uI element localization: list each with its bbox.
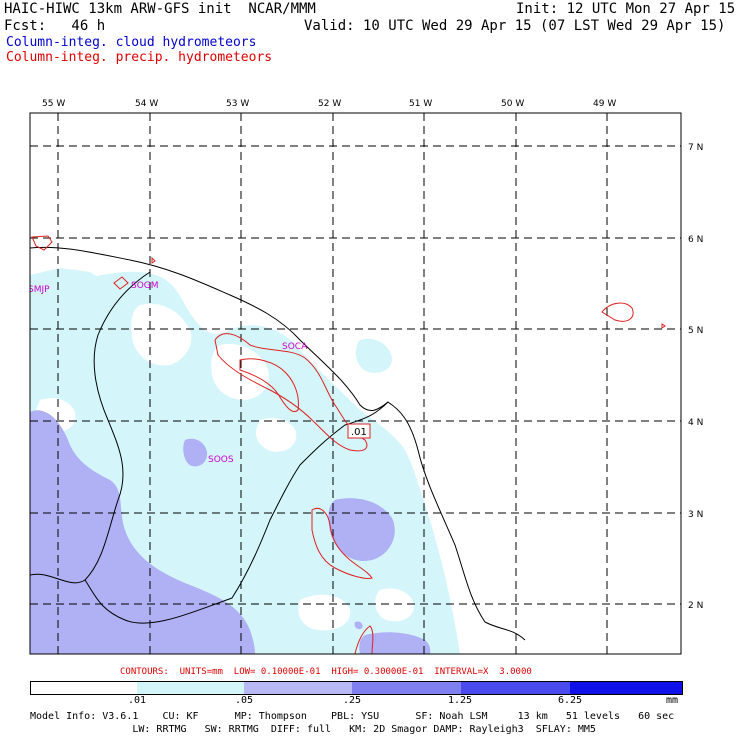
lon-label: 52 W — [318, 99, 341, 109]
lon-label: 49 W — [593, 99, 616, 109]
colorbar-segment — [570, 682, 682, 694]
precip-contours — [31, 235, 666, 654]
lat-label: 4 N — [688, 418, 703, 428]
forecast-hour: Fcst: 46 h — [4, 18, 106, 34]
contour-value-label: .01 — [347, 423, 371, 439]
colorbar-segment — [244, 682, 352, 694]
colorbar-tick: 1.25 — [448, 695, 473, 706]
lat-label: 7 N — [688, 143, 703, 153]
coastline-borders — [30, 246, 526, 641]
lon-label: 50 W — [501, 99, 524, 109]
lat-label: 3 N — [688, 510, 703, 520]
graticule — [30, 113, 681, 654]
colorbar-segment — [461, 682, 570, 694]
lat-label: 6 N — [688, 235, 703, 245]
latitude-labels: 7 N 6 N 5 N 4 N 3 N 2 N — [688, 143, 703, 611]
lat-label: 5 N — [688, 326, 703, 336]
colorbar-segment — [352, 682, 461, 694]
lon-label: 54 W — [135, 99, 158, 109]
colorbar — [30, 681, 683, 695]
colorbar-tick: .05 — [235, 695, 254, 706]
colorbar-tick: 6.25 — [558, 695, 583, 706]
map-frame — [29, 112, 682, 655]
init-time: Init: 12 UTC Mon 27 Apr 15 — [516, 1, 736, 17]
legend-precip-hydrometeors: Column-integ. precip. hydrometeors — [6, 50, 273, 65]
longitude-labels: 55 W 54 W 53 W 52 W 51 W 50 W 49 W — [42, 99, 616, 109]
colorbar-segment — [31, 682, 137, 694]
lat-label: 2 N — [688, 601, 703, 611]
contours-info: CONTOURS: UNITS=mm LOW= 0.10000E-01 HIGH… — [120, 667, 532, 677]
model-info-line2: LW: RRTMG SW: RRTMG DIFF: full KM: 2D Sm… — [30, 724, 596, 735]
colorbar-unit: mm — [666, 695, 679, 706]
station-labels: SMJP SOGM SOCA SOOS — [28, 281, 308, 465]
model-title: HAIC-HIWC 13km ARW-GFS init NCAR/MMM — [4, 1, 316, 17]
valid-time: Valid: 10 UTC Wed 29 Apr 15 (07 LST Wed … — [304, 18, 726, 34]
station-label-soca: SOCA — [282, 342, 308, 352]
colorbar-tick: .01 — [128, 695, 147, 706]
contour-value-text: .01 — [351, 427, 367, 438]
cloud-field-medium — [30, 410, 431, 654]
lon-label: 55 W — [42, 99, 65, 109]
colorbar-tick: .25 — [343, 695, 362, 706]
legend-cloud-hydrometeors: Column-integ. cloud hydrometeors — [6, 35, 257, 50]
lon-label: 51 W — [409, 99, 432, 109]
lon-label: 53 W — [226, 99, 249, 109]
station-label-soos: SOOS — [208, 455, 234, 465]
model-info-line1: Model Info: V3.6.1 CU: KF MP: Thompson P… — [30, 711, 675, 722]
colorbar-segment — [137, 682, 244, 694]
station-label-smjp: SMJP — [28, 285, 50, 295]
station-label-sogm: SOGM — [131, 281, 159, 291]
